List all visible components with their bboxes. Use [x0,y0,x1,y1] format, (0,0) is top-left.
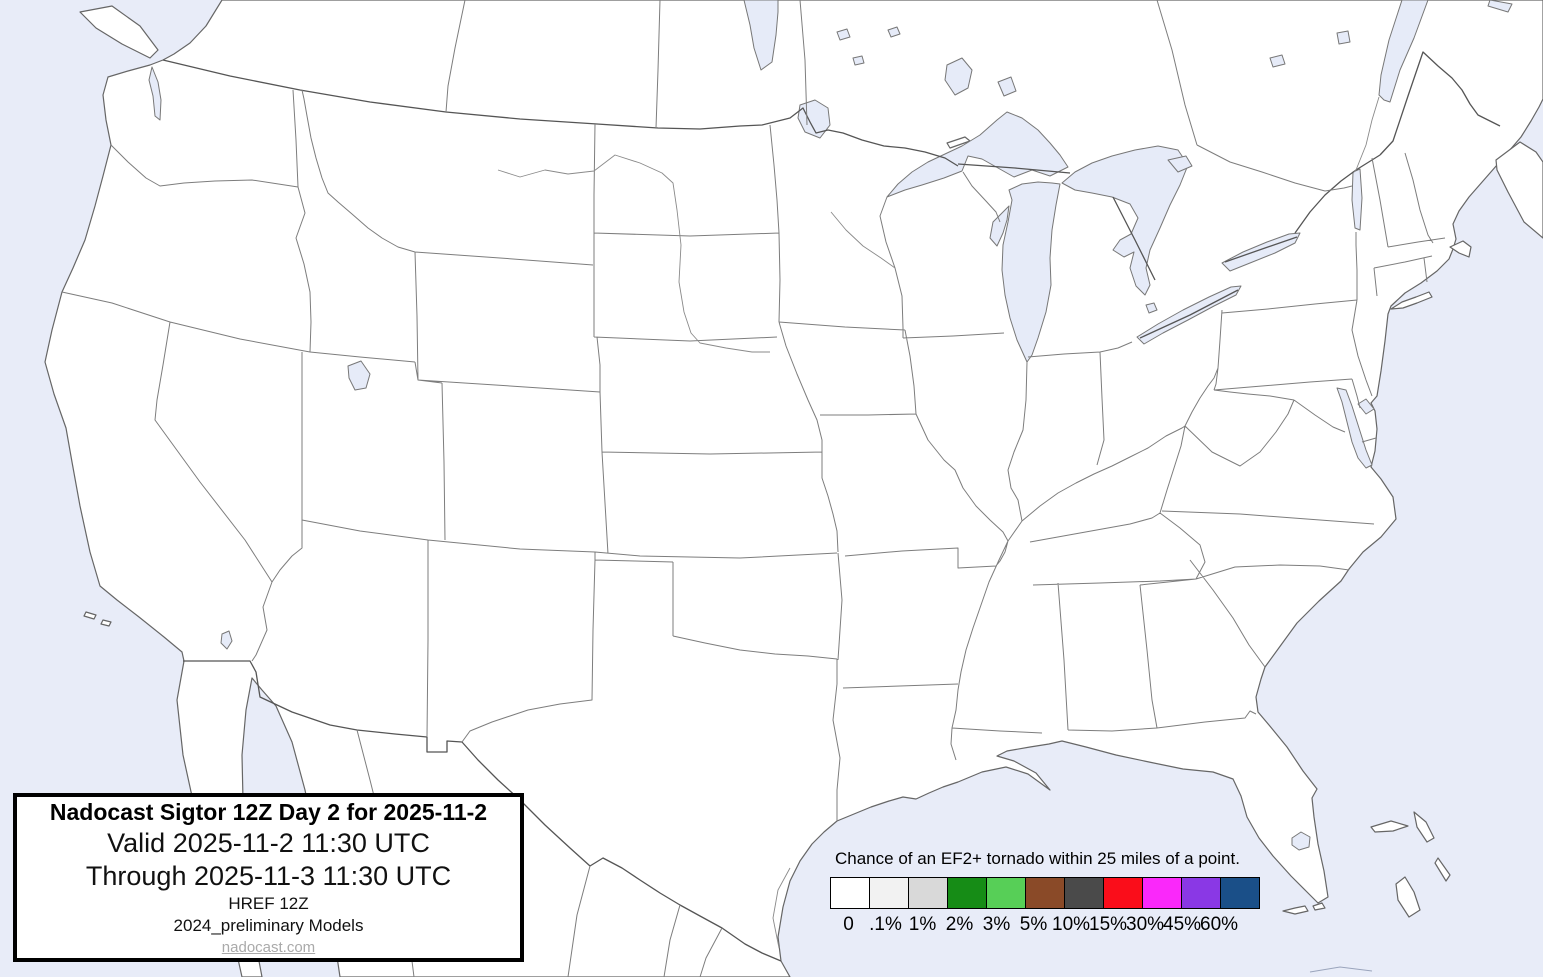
island-vancouver [79,5,159,59]
island-abaco [1413,811,1435,843]
legend-swatch-1 [869,877,909,909]
legend-swatch-6 [1064,877,1104,909]
lake-huron [1061,145,1189,296]
legend-swatch-0 [830,877,870,909]
lake-okeechobee [1291,831,1311,851]
lake-nipissing [1167,155,1193,173]
cuba-coast-hint [1309,966,1373,973]
legend-swatch-row [830,877,1260,909]
lake-nipigon [997,76,1017,97]
title-line-through: Through 2025-11-3 11:30 UTC [85,861,452,891]
delaware-bay [1357,398,1375,415]
island-cape-cod [1449,240,1472,258]
national-borders [162,51,1501,962]
legend-label-7: 15% [1089,914,1128,935]
legend-swatch-3 [947,877,987,909]
island-long-island [1390,291,1433,310]
island-grand-bahama [1370,820,1409,833]
island-andros [1395,876,1421,918]
legend-label-5: 5% [1019,914,1048,935]
rivers [497,96,1380,949]
lake-of-the-woods [797,99,831,139]
texas-barrier-lagoon [772,867,791,949]
us-mexico-border [183,660,782,962]
state-borders [61,89,1446,821]
legend-label-row: 0 .1% 1% 2% 3% 5% 10% 15% 30% 45% 60% [830,914,1260,936]
legend-swatch-8 [1142,877,1182,909]
chesapeake-bay [1336,387,1373,469]
missouri-river [497,154,770,353]
land-mainland [44,0,1543,977]
island-florida-keys [1282,902,1326,915]
st-lawrence-border [1294,154,1381,234]
legend-label-0: 0 [843,914,854,935]
state-boundary-lines [61,89,1446,821]
lake-champlain [1351,168,1363,231]
legend-swatch-5 [1025,877,1065,909]
st-lawrence-river [1355,96,1380,171]
probability-legend: Chance of an EF2+ tornado within 25 mile… [830,849,1260,936]
us-canada-border [162,59,959,167]
legend-label-4: 3% [982,914,1011,935]
legend-title: Chance of an EF2+ tornado within 25 mile… [835,849,1240,868]
legend-swatch-2 [908,877,948,909]
legend-label-9: 45% [1163,914,1202,935]
salton-sea [220,630,233,650]
lake-michigan [1001,181,1061,363]
legend-label-2: 1% [908,914,937,935]
nadocast-link[interactable]: nadocast.com [221,939,316,956]
border-through-lakes [957,163,1298,339]
land-masses [44,0,1543,977]
title-box: Nadocast Sigtor 12Z Day 2 for 2025-11-2 … [13,793,524,962]
legend-swatch-7 [1103,877,1143,909]
lake-winnipeg [743,0,779,71]
legend-label-1: .1% [869,914,902,935]
legend-label-8: 30% [1126,914,1165,935]
legend-swatch-9 [1181,877,1221,909]
st-lawrence-estuary [1378,0,1429,103]
island-channel-islands [83,611,112,627]
puget-sound [148,66,162,121]
legend-label-6: 10% [1052,914,1091,935]
legend-swatch-10 [1220,877,1260,909]
title-line-main: Nadocast Sigtor 12Z Day 2 for 2025-11-2 [49,799,488,825]
canada-province-lines [445,0,1353,192]
lac-seul [944,57,973,96]
legend-label-10: 60% [1200,914,1239,935]
island-nova-scotia [1495,141,1543,239]
lake-superior [886,111,1069,198]
green-bay [989,205,1010,247]
title-line-model: HREF 12Z [228,894,309,913]
maine-canada-border [1379,51,1501,156]
upper-mississippi-river [830,211,896,269]
lake-st-clair [1145,302,1158,314]
title-line-valid: Valid 2025-11-2 11:30 UTC [107,828,430,858]
canada-small-lakes [836,0,1513,68]
island-eleuthera [1434,857,1451,882]
legend-swatch-4 [986,877,1026,909]
title-line-models-version: 2024_preliminary Models [173,916,364,935]
legend-label-3: 2% [945,914,974,935]
great-salt-lake [347,360,371,391]
